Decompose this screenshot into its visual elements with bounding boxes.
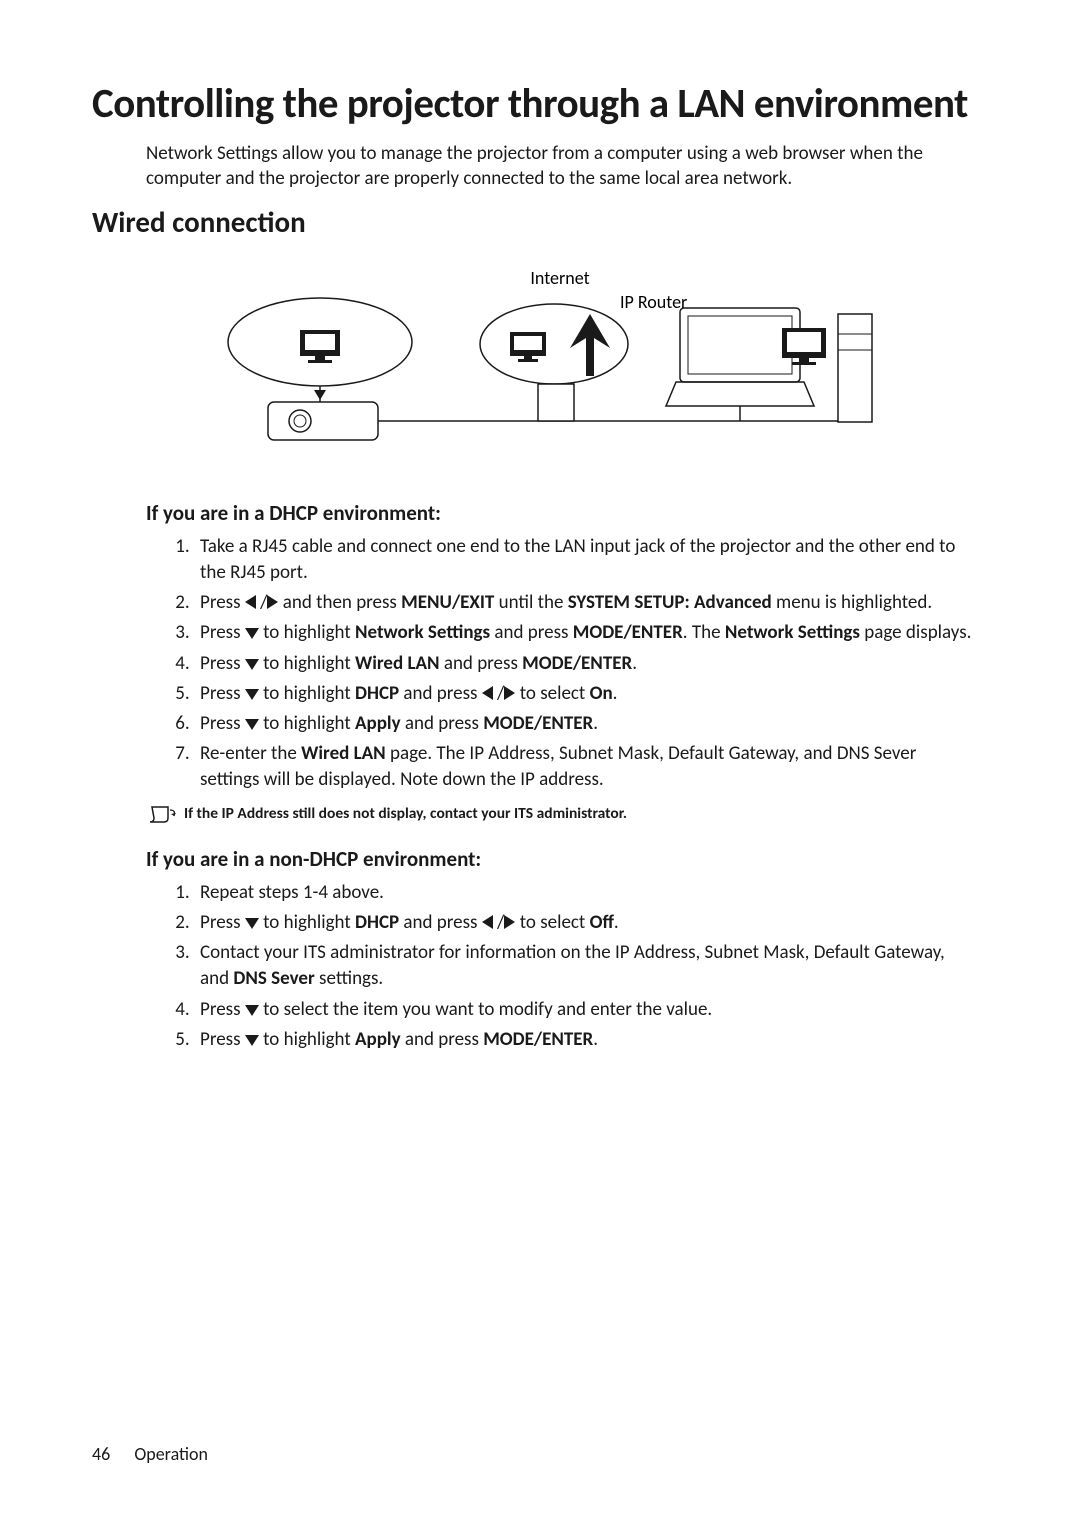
arrow-down-icon [245,918,259,929]
arrow-down-icon [245,1035,259,1046]
arrow-down-icon [245,689,259,700]
dhcp-steps: Take a RJ45 cable and connect one end to… [146,534,988,794]
note-text: If the IP Address still does not display… [184,804,627,824]
step-item: Press / and then press MENU/EXIT until t… [194,590,972,616]
nondhcp-heading: If you are in a non-DHCP environment: [146,846,988,872]
arrow-right-icon [504,686,515,700]
page-number: 46 [92,1443,110,1465]
arrow-right-icon [504,915,515,929]
nondhcp-steps: Repeat steps 1-4 above. Press to highligh… [146,880,988,1053]
arrow-left-icon [482,686,493,700]
step-item: Press to highlight DHCP and press / to s… [194,681,972,707]
footer-section: Operation [134,1443,208,1465]
step-item: Repeat steps 1-4 above. [194,880,972,906]
arrow-down-icon [245,659,259,670]
section-title: Wired connection [92,204,988,240]
step-item: Re-enter the Wired LAN page. The IP Addr… [194,741,972,793]
arrow-right-icon [267,595,278,609]
step-item: Press to highlight Wired LAN and press M… [194,651,972,677]
page-content: Controlling the projector through a LAN … [0,0,1080,1097]
arrow-down-icon [245,1005,259,1016]
step-item: Press to highlight Apply and press MODE/… [194,1027,972,1053]
diagram-internet-label: Internet [530,267,589,289]
note-icon [148,804,176,824]
arrow-down-icon [245,628,259,639]
step-item: Take a RJ45 cable and connect one end to… [194,534,972,586]
arrow-down-icon [245,719,259,730]
page-footer: 46 Operation [92,1443,208,1465]
diagram-router-label: IP Router [620,291,687,313]
page-title: Controlling the projector through a LAN … [92,82,988,126]
arrow-left-icon [245,595,256,609]
step-item: Contact your ITS administrator for infor… [194,940,972,992]
network-diagram: Internet IP Router [190,264,890,464]
step-item: Press to highlight Apply and press MODE/… [194,711,972,737]
intro-paragraph: Network Settings allow you to manage the… [146,142,988,191]
note-row: If the IP Address still does not display… [148,804,988,824]
step-item: Press to select the item you want to mod… [194,997,972,1023]
step-item: Press to highlight DHCP and press / to s… [194,910,972,936]
dhcp-heading: If you are in a DHCP environment: [146,500,988,526]
arrow-left-icon [482,915,493,929]
step-item: Press to highlight Network Settings and … [194,620,972,646]
